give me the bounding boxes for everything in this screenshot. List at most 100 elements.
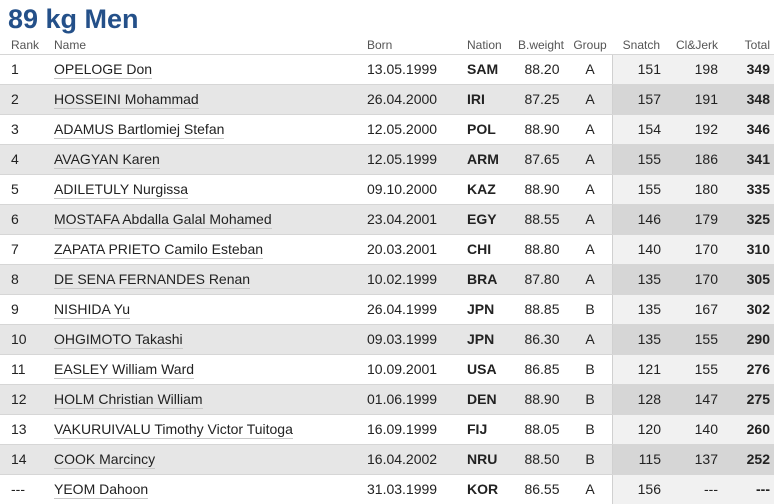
cell-text: 26.04.2000 <box>367 91 438 107</box>
cell-text: 88.05 <box>524 421 560 437</box>
cell-text: 20.03.2001 <box>367 241 438 257</box>
cell-text: 147 <box>694 391 718 407</box>
cell-text: BRA <box>467 271 498 287</box>
cell-text: 154 <box>637 121 661 137</box>
athlete-name[interactable]: EASLEY William Ward <box>54 361 195 379</box>
table-row: 9 NISHIDA Yu 26.04.1999 JPN 88.85 B 135 167 302 <box>0 294 774 324</box>
column-header: Born <box>367 38 393 52</box>
table-cell: 88.85 <box>502 295 582 324</box>
athlete-name[interactable]: ADILETULY Nurgissa <box>54 181 189 199</box>
cell-text: 348 <box>746 91 770 107</box>
table-cell: 88.55 <box>502 205 582 234</box>
table-cell: 252 <box>747 445 770 474</box>
cell-text: 86.85 <box>524 361 560 377</box>
athlete-name[interactable]: OHGIMOTO Takashi <box>54 331 183 349</box>
table-cell: 16.09.1999 <box>367 415 437 444</box>
athlete-name[interactable]: AVAGYAN Karen <box>54 151 160 169</box>
results-shade <box>612 475 774 504</box>
column-header: Cl&Jerk <box>675 38 718 52</box>
table-cell: NISHIDA Yu <box>54 295 131 324</box>
table-cell: POL <box>467 115 496 144</box>
table-cell: 8 <box>11 265 19 294</box>
table-row: 2 HOSSEINI Mohammad 26.04.2000 IRI 87.25 A 157… <box>0 84 774 114</box>
table-cell: 120 <box>638 415 661 444</box>
athlete-name[interactable]: VAKURUIVALU Timothy Victor Tuitoga <box>54 421 293 439</box>
cell-text: 16.09.1999 <box>367 421 438 437</box>
cell-text: 88.55 <box>524 211 560 227</box>
athlete-name[interactable]: YEOM Dahoon <box>54 481 149 499</box>
table-cell: 146 <box>638 205 661 234</box>
athlete-name[interactable]: ZAPATA PRIETO Camilo Esteban <box>54 241 264 259</box>
cell-text: 260 <box>746 421 770 437</box>
cell-text: CHI <box>467 241 492 257</box>
cell-text: 26.04.1999 <box>367 301 438 317</box>
table-cell: 87.80 <box>502 265 582 294</box>
cell-text: 137 <box>694 451 718 467</box>
table-cell: OPELOGE Don <box>54 55 153 84</box>
table-cell: 151 <box>638 55 661 84</box>
athlete-name[interactable]: OPELOGE Don <box>54 61 153 79</box>
athlete-name[interactable]: MOSTAFA Abdalla Galal Mohamed <box>54 211 272 229</box>
cell-text: 88.50 <box>524 451 560 467</box>
table-cell: 12.05.1999 <box>367 145 437 174</box>
table-row: 4 AVAGYAN Karen 12.05.1999 ARM 87.65 A 155 186 3… <box>0 144 774 174</box>
table-row: 7 ZAPATA PRIETO Camilo Esteban 20.03.2001 C… <box>0 234 774 264</box>
table-cell: A <box>550 205 630 234</box>
table-cell: B <box>550 415 630 444</box>
column-header: Total <box>744 38 770 52</box>
table-cell: YEOM Dahoon <box>54 475 149 504</box>
table-cell: 192 <box>695 115 718 144</box>
cell-text: B <box>585 361 595 377</box>
column-header: Group <box>573 38 607 52</box>
table-cell: 87.25 <box>502 85 582 114</box>
table-cell: 325 <box>747 205 770 234</box>
table-cell: HOSSEINI Mohammad <box>54 85 199 114</box>
table-cell: ZAPATA PRIETO Camilo Esteban <box>54 235 264 264</box>
cell-text: 155 <box>694 331 718 347</box>
cell-text: 135 <box>637 331 661 347</box>
cell-text: 191 <box>694 91 718 107</box>
cell-text: 192 <box>694 121 718 137</box>
cell-text: SAM <box>467 61 499 77</box>
table-cell: 179 <box>695 205 718 234</box>
table-cell: ARM <box>467 145 499 174</box>
table-cell: 88.05 <box>502 415 582 444</box>
athlete-name[interactable]: DE SENA FERNANDES Renan <box>54 271 251 289</box>
athlete-name[interactable]: HOLM Christian William <box>54 391 203 409</box>
athlete-name[interactable]: NISHIDA Yu <box>54 301 131 319</box>
cell-text: 155 <box>694 361 718 377</box>
table-cell: 31.03.1999 <box>367 475 437 504</box>
cell-text: 01.06.1999 <box>367 391 438 407</box>
results-shade <box>612 235 774 264</box>
cell-text: 276 <box>746 361 770 377</box>
table-cell: USA <box>467 355 497 384</box>
cell-text: 341 <box>746 151 770 167</box>
table-cell: 9 <box>11 295 19 324</box>
cell-text: A <box>585 91 595 107</box>
table-row: 5 ADILETULY Nurgissa 09.10.2000 KAZ 88.90 A 15… <box>0 174 774 204</box>
table-cell: 13 <box>11 415 27 444</box>
table-cell: 26.04.2000 <box>367 85 437 114</box>
athlete-name[interactable]: COOK Marcincy <box>54 451 156 469</box>
table-cell: HOLM Christian William <box>54 385 203 414</box>
table-cell: 88.90 <box>502 385 582 414</box>
table-cell: 3 <box>11 115 19 144</box>
cell-text: JPN <box>467 331 495 347</box>
cell-text: 10 <box>11 331 27 347</box>
table-cell: B <box>550 295 630 324</box>
table-row: --- YEOM Dahoon 31.03.1999 KOR 86.55 A 156 --- -… <box>0 474 774 504</box>
cell-text: A <box>585 271 595 287</box>
table-cell: 86.30 <box>502 325 582 354</box>
table-cell: A <box>550 175 630 204</box>
table-cell: 155 <box>695 325 718 354</box>
cell-text: A <box>585 481 595 497</box>
table-cell: 23.04.2001 <box>367 205 437 234</box>
athlete-name[interactable]: ADAMUS Bartlomiej Stefan <box>54 121 225 139</box>
table-cell: 87.65 <box>502 145 582 174</box>
cell-text: 305 <box>746 271 770 287</box>
athlete-name[interactable]: HOSSEINI Mohammad <box>54 91 199 109</box>
cell-text: 12 <box>11 391 27 407</box>
cell-text: 135 <box>637 271 661 287</box>
cell-text: A <box>585 331 595 347</box>
